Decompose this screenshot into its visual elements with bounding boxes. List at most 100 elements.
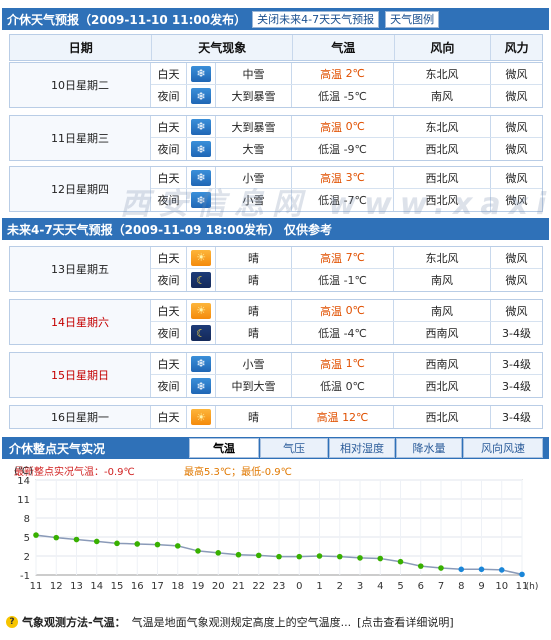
wind-direction: 南风	[394, 300, 491, 321]
header-temp: 气温	[293, 35, 395, 60]
temperature: 低温 -7℃	[292, 189, 394, 211]
sun-icon: ☀	[191, 409, 211, 425]
temp-label: 高温	[316, 411, 339, 424]
data-point[interactable]	[93, 538, 100, 545]
data-point[interactable]	[458, 566, 465, 573]
data-point[interactable]	[519, 571, 525, 578]
data-point[interactable]	[53, 534, 60, 541]
day-group: 16日星期一 白天 ☀ 晴高温 12℃ 西北风 3-4级	[9, 405, 543, 429]
wind-direction: 西北风	[394, 189, 491, 211]
weather-phenomenon: 晴	[216, 269, 292, 291]
short-term-title: 介休天气预报（2009-11-10 11:00发布）	[7, 12, 247, 27]
wind-direction: 东北风	[394, 247, 491, 268]
temp-label: 低温	[318, 143, 341, 156]
temp-label: 高温	[320, 171, 343, 185]
day-group: 11日星期三 白天 ❄ 大到暴雪 高温 0℃ 东北风 微风 夜间 ❄ 大雪 低温 -9℃ 西北风 微风	[9, 115, 543, 161]
temp-label: 高温	[320, 304, 343, 318]
wind-force: 3-4级	[502, 357, 531, 371]
icon-cell: ☀	[187, 247, 216, 268]
temperature: 低温 -9℃	[292, 138, 394, 160]
y-tick-label: 5	[24, 533, 30, 544]
chart-legend: 最新整点实况气温：-0.9℃ 最高5.3℃；最低-0.9℃	[14, 463, 292, 478]
wind-direction: 南风	[394, 269, 491, 291]
details-link[interactable]: [点击查看详细说明]	[357, 616, 454, 629]
wind-force: 微风	[505, 67, 528, 81]
data-point[interactable]	[438, 565, 444, 571]
wind-direction: 西南风	[394, 353, 491, 374]
tab-pressure[interactable]: 气压	[260, 438, 328, 458]
header-wind-dir: 风向	[395, 35, 492, 60]
data-point[interactable]	[276, 553, 282, 560]
period-label: 夜间	[151, 138, 187, 160]
y-tick-label: 11	[17, 495, 30, 506]
data-point[interactable]	[114, 540, 120, 547]
temp-label: 高温	[320, 357, 343, 371]
snow-icon: ❄	[191, 378, 211, 394]
data-point[interactable]	[397, 558, 404, 565]
weather-phenomenon: 晴	[216, 322, 292, 344]
tab-temperature[interactable]: 气温	[189, 438, 259, 458]
data-point[interactable]	[134, 541, 141, 547]
forecast-row: 白天 ❄ 大到暴雪 高温 0℃ 东北风 微风	[151, 116, 542, 138]
wind-force: 微风	[505, 120, 528, 134]
temperature: 高温 1℃	[292, 353, 394, 374]
temp-label: 低温	[318, 90, 341, 103]
close-long-term-button[interactable]: 关闭未来4-7天天气预报	[252, 10, 380, 28]
icon-cell: ❄	[187, 116, 216, 137]
data-point[interactable]	[255, 552, 262, 559]
data-point[interactable]	[215, 550, 222, 556]
wind-force: 3-4级	[502, 411, 531, 424]
data-point[interactable]	[357, 555, 363, 561]
temp-label: 低温	[318, 194, 341, 207]
data-point[interactable]	[478, 566, 485, 573]
day-date: 12日星期四	[10, 167, 151, 211]
weather-legend-button[interactable]: 天气图例	[385, 10, 440, 28]
wind-force: 微风	[505, 143, 528, 156]
x-tick-label: 2	[337, 581, 343, 592]
short-term-titlebar: 介休天气预报（2009-11-10 11:00发布） 关闭未来4-7天天气预报 …	[2, 8, 549, 30]
data-point[interactable]	[195, 548, 201, 554]
data-point[interactable]	[73, 536, 80, 543]
y-unit: (℃)	[14, 466, 33, 477]
temperature: 低温 -4℃	[292, 322, 394, 344]
data-point[interactable]	[336, 553, 343, 560]
data-point[interactable]	[154, 541, 161, 548]
tab-precipitation[interactable]: 降水量	[396, 438, 462, 458]
x-tick-label: 19	[192, 581, 205, 592]
data-point[interactable]	[498, 567, 505, 573]
tab-humidity[interactable]: 相对湿度	[329, 438, 395, 458]
weather-phenomenon: 晴	[216, 300, 292, 321]
sun-icon: ☀	[191, 302, 211, 319]
temp-value: 0℃	[345, 379, 365, 393]
snow-icon: ❄	[191, 192, 211, 208]
data-point[interactable]	[174, 543, 181, 549]
latest-temp-label: 最新整点实况气温：-0.9℃	[14, 467, 135, 478]
temp-value: -1℃	[343, 273, 367, 287]
x-tick-label: 11	[516, 581, 529, 592]
forecast-table-header: 日期 天气现象 气温 风向 风力	[9, 34, 543, 61]
tab-wind[interactable]: 风向风速	[463, 438, 543, 458]
day-group: 10日星期二 白天 ❄ 中雪 高温 2℃ 东北风 微风 夜间 ❄ 大到暴雪 低温 -5℃ 南风 微风	[9, 62, 543, 108]
data-point[interactable]	[316, 553, 323, 559]
data-point[interactable]	[235, 551, 242, 558]
temp-label: 高温	[320, 120, 343, 134]
wind-direction: 西南风	[394, 322, 491, 344]
temperature: 高温 0℃	[292, 116, 394, 137]
period-label: 夜间	[151, 322, 187, 344]
weather-phenomenon: 小雪	[216, 353, 292, 374]
forecast-row: 夜间 ❄ 中到大雪 低温 0℃ 西北风 3-4级	[151, 375, 542, 397]
header-wind-force: 风力	[504, 41, 529, 55]
wind-direction: 南风	[394, 85, 491, 107]
day-date: 10日星期二	[10, 63, 151, 107]
x-tick-label: 9	[478, 581, 484, 592]
data-point[interactable]	[33, 532, 39, 538]
temp-value: 12℃	[342, 410, 369, 424]
weather-phenomenon: 大到暴雪	[216, 116, 292, 137]
data-point[interactable]	[417, 563, 424, 569]
x-tick-label: 12	[50, 581, 63, 592]
data-point[interactable]	[377, 555, 384, 562]
icon-cell: ❄	[187, 375, 216, 397]
data-point[interactable]	[296, 553, 303, 560]
period-label: 夜间	[151, 269, 187, 291]
temperature: 高温 0℃	[292, 300, 394, 321]
